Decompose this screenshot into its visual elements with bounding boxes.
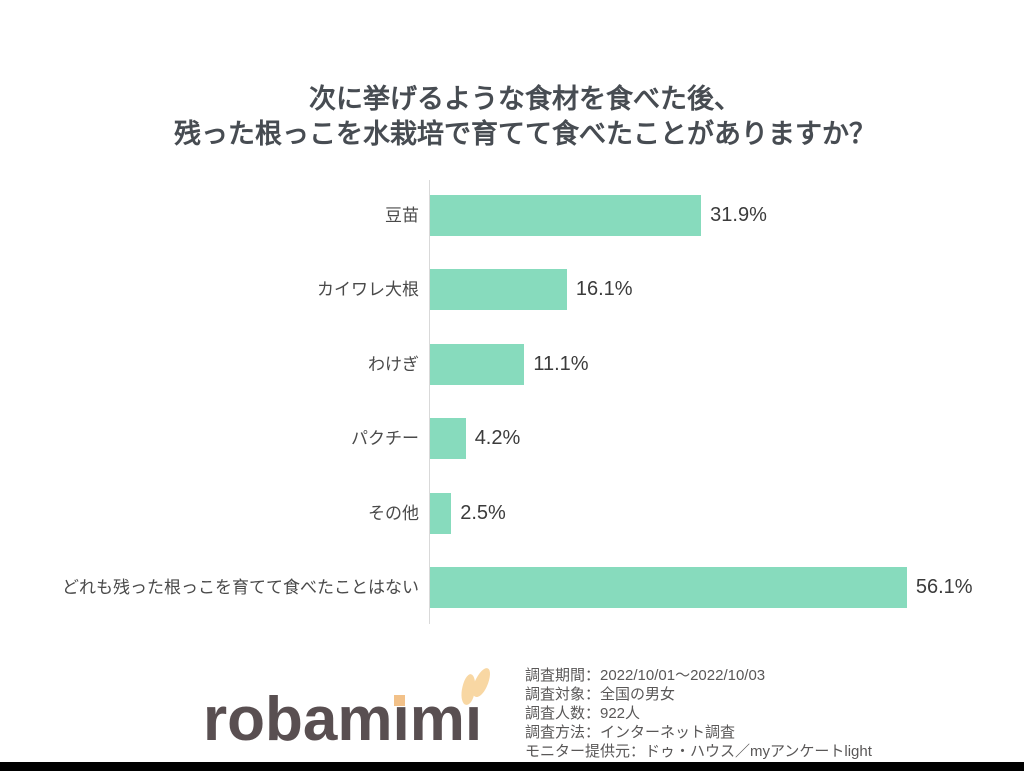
survey-info-line: 調査人数：922人 xyxy=(525,705,641,722)
bar xyxy=(430,567,907,608)
category-label: その他 xyxy=(368,503,419,523)
value-label: 16.1% xyxy=(575,278,633,301)
horizontal-bar-chart: 豆苗 31.9% カイワレ大根 16.1% わけぎ 11.1% パクチー 4.2% その他 2.5… xyxy=(0,180,1024,624)
survey-info-line: 調査対象：全国の男女 xyxy=(525,686,676,703)
bar-row: カイワレ大根 16.1% xyxy=(0,269,1024,311)
value-label: 11.1% xyxy=(533,352,589,375)
survey-info-line: モニター提供元：ドゥ・ハウス／myアンケートlight xyxy=(525,743,872,760)
survey-info: 調査期間：2022/10/01～2022/10/03 調査対象：全国の男女 調査人数… xyxy=(525,666,872,761)
robamimi-logo: robam ım ı xyxy=(203,665,494,760)
logo-i-square: ı xyxy=(392,685,410,754)
bar-row: わけぎ 11.1% xyxy=(0,343,1024,385)
category-label: カイワレ大根 xyxy=(317,280,419,300)
logo-letters: robam xyxy=(203,685,393,754)
category-label: わけぎ xyxy=(368,354,419,374)
value-label: 31.9% xyxy=(710,204,767,226)
category-label: 豆苗 xyxy=(385,206,419,225)
bar-row: どれも残った根っこを育てて食べたことはない 56.1% xyxy=(0,567,1024,608)
survey-info-line: 調査期間：2022/10/01～2022/10/03 xyxy=(525,667,766,684)
bar xyxy=(430,269,567,311)
bar-row: その他 2.5% xyxy=(0,492,1024,534)
bar xyxy=(430,343,525,385)
value-label: 2.5% xyxy=(460,501,506,524)
y-axis-line xyxy=(429,180,430,624)
value-label: 4.2% xyxy=(474,427,521,450)
bottom-black-bar xyxy=(0,762,1024,771)
logo-square-dot-icon xyxy=(394,695,406,706)
bar xyxy=(430,418,466,460)
category-label: どれも残った根っこを育てて食べたことはない xyxy=(62,578,419,597)
logo-letters: m xyxy=(409,685,465,754)
bar xyxy=(430,195,702,236)
category-label: パクチー xyxy=(351,429,419,449)
chart-title-line-1: 次に挙げるような食材を食べた後、 xyxy=(309,84,741,114)
value-label: 56.1% xyxy=(915,576,973,598)
logo-i-ears: ı xyxy=(459,665,494,760)
survey-info-line: 調査方法：インターネット調査 xyxy=(525,724,736,741)
chart-title: 次に挙げるような食材を食べた後、 残った根っこを水栽培で育てて食べたことがありま… xyxy=(13,82,1024,152)
bar-row: 豆苗 31.9% xyxy=(0,195,1024,236)
bar xyxy=(430,492,452,534)
bar-row: パクチー 4.2% xyxy=(0,418,1024,460)
chart-title-line-2: 残った根っこを水栽培で育てて食べたことがありますか？ xyxy=(174,119,876,149)
